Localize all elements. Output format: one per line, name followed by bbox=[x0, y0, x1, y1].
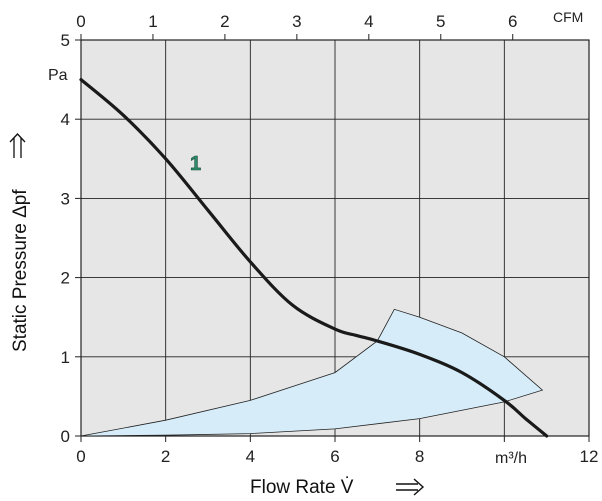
top-tick-label: 5 bbox=[436, 12, 445, 31]
y-tick-label: 3 bbox=[61, 189, 70, 208]
y-tick-label: 1 bbox=[61, 348, 70, 367]
x-tick-label: 12 bbox=[580, 447, 599, 466]
y-tick-label: 2 bbox=[61, 269, 70, 288]
top-tick-label: 4 bbox=[364, 12, 373, 31]
operating-area bbox=[80, 308, 544, 437]
series-1-curve bbox=[79, 78, 549, 438]
y-axis-title: Static Pressure Δpf bbox=[9, 133, 31, 352]
top-tick-label: 1 bbox=[148, 12, 157, 31]
top-tick-label: 2 bbox=[220, 12, 229, 31]
x-tick-label: 4 bbox=[246, 447, 255, 466]
x-tick-labels: 0 2 4 6 8 12 bbox=[76, 436, 598, 466]
x-unit-label: m³/h bbox=[495, 450, 527, 467]
cfm-unit-label: CFM bbox=[553, 9, 583, 25]
top-tick-labels: 0 1 2 3 4 5 6 bbox=[76, 12, 517, 40]
y-tick-label: 5 bbox=[61, 31, 70, 50]
y-tick-labels: 0 1 2 3 4 5 bbox=[61, 31, 81, 446]
x-arrow-icon bbox=[396, 478, 425, 496]
top-tick-label: 3 bbox=[292, 12, 301, 31]
curve-number-label: 1 bbox=[190, 153, 201, 175]
svg-text:Static Pressure Δpf: Static Pressure Δpf bbox=[10, 189, 31, 352]
x-axis-title: Flow Rate V̇ bbox=[250, 477, 425, 498]
x-tick-label: 8 bbox=[415, 447, 424, 466]
y-unit-label: Pa bbox=[48, 67, 68, 84]
y-arrow-icon bbox=[9, 133, 26, 158]
x-tick-label: 2 bbox=[161, 447, 170, 466]
svg-text:Flow Rate V̇: Flow Rate V̇ bbox=[250, 477, 354, 498]
top-tick-label: 0 bbox=[76, 12, 85, 31]
top-tick-label: 6 bbox=[508, 12, 517, 31]
y-tick-label: 4 bbox=[61, 110, 70, 129]
y-tick-label: 0 bbox=[61, 427, 70, 446]
x-tick-label: 6 bbox=[330, 447, 339, 466]
x-tick-label: 0 bbox=[76, 447, 85, 466]
